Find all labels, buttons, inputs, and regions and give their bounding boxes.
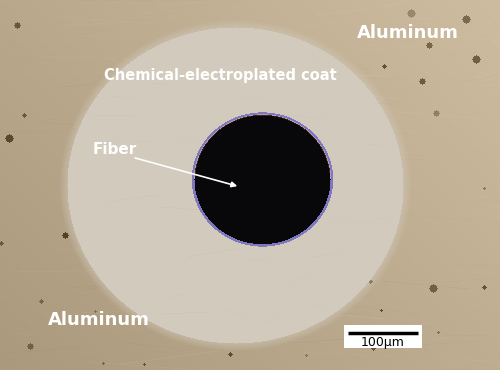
- Text: Aluminum: Aluminum: [48, 311, 150, 329]
- Text: Aluminum: Aluminum: [356, 24, 458, 42]
- Text: Fiber: Fiber: [92, 142, 137, 157]
- Bar: [344, 325, 421, 348]
- Text: 100μm: 100μm: [360, 336, 405, 349]
- Text: Chemical-electroplated coat: Chemical-electroplated coat: [104, 68, 336, 83]
